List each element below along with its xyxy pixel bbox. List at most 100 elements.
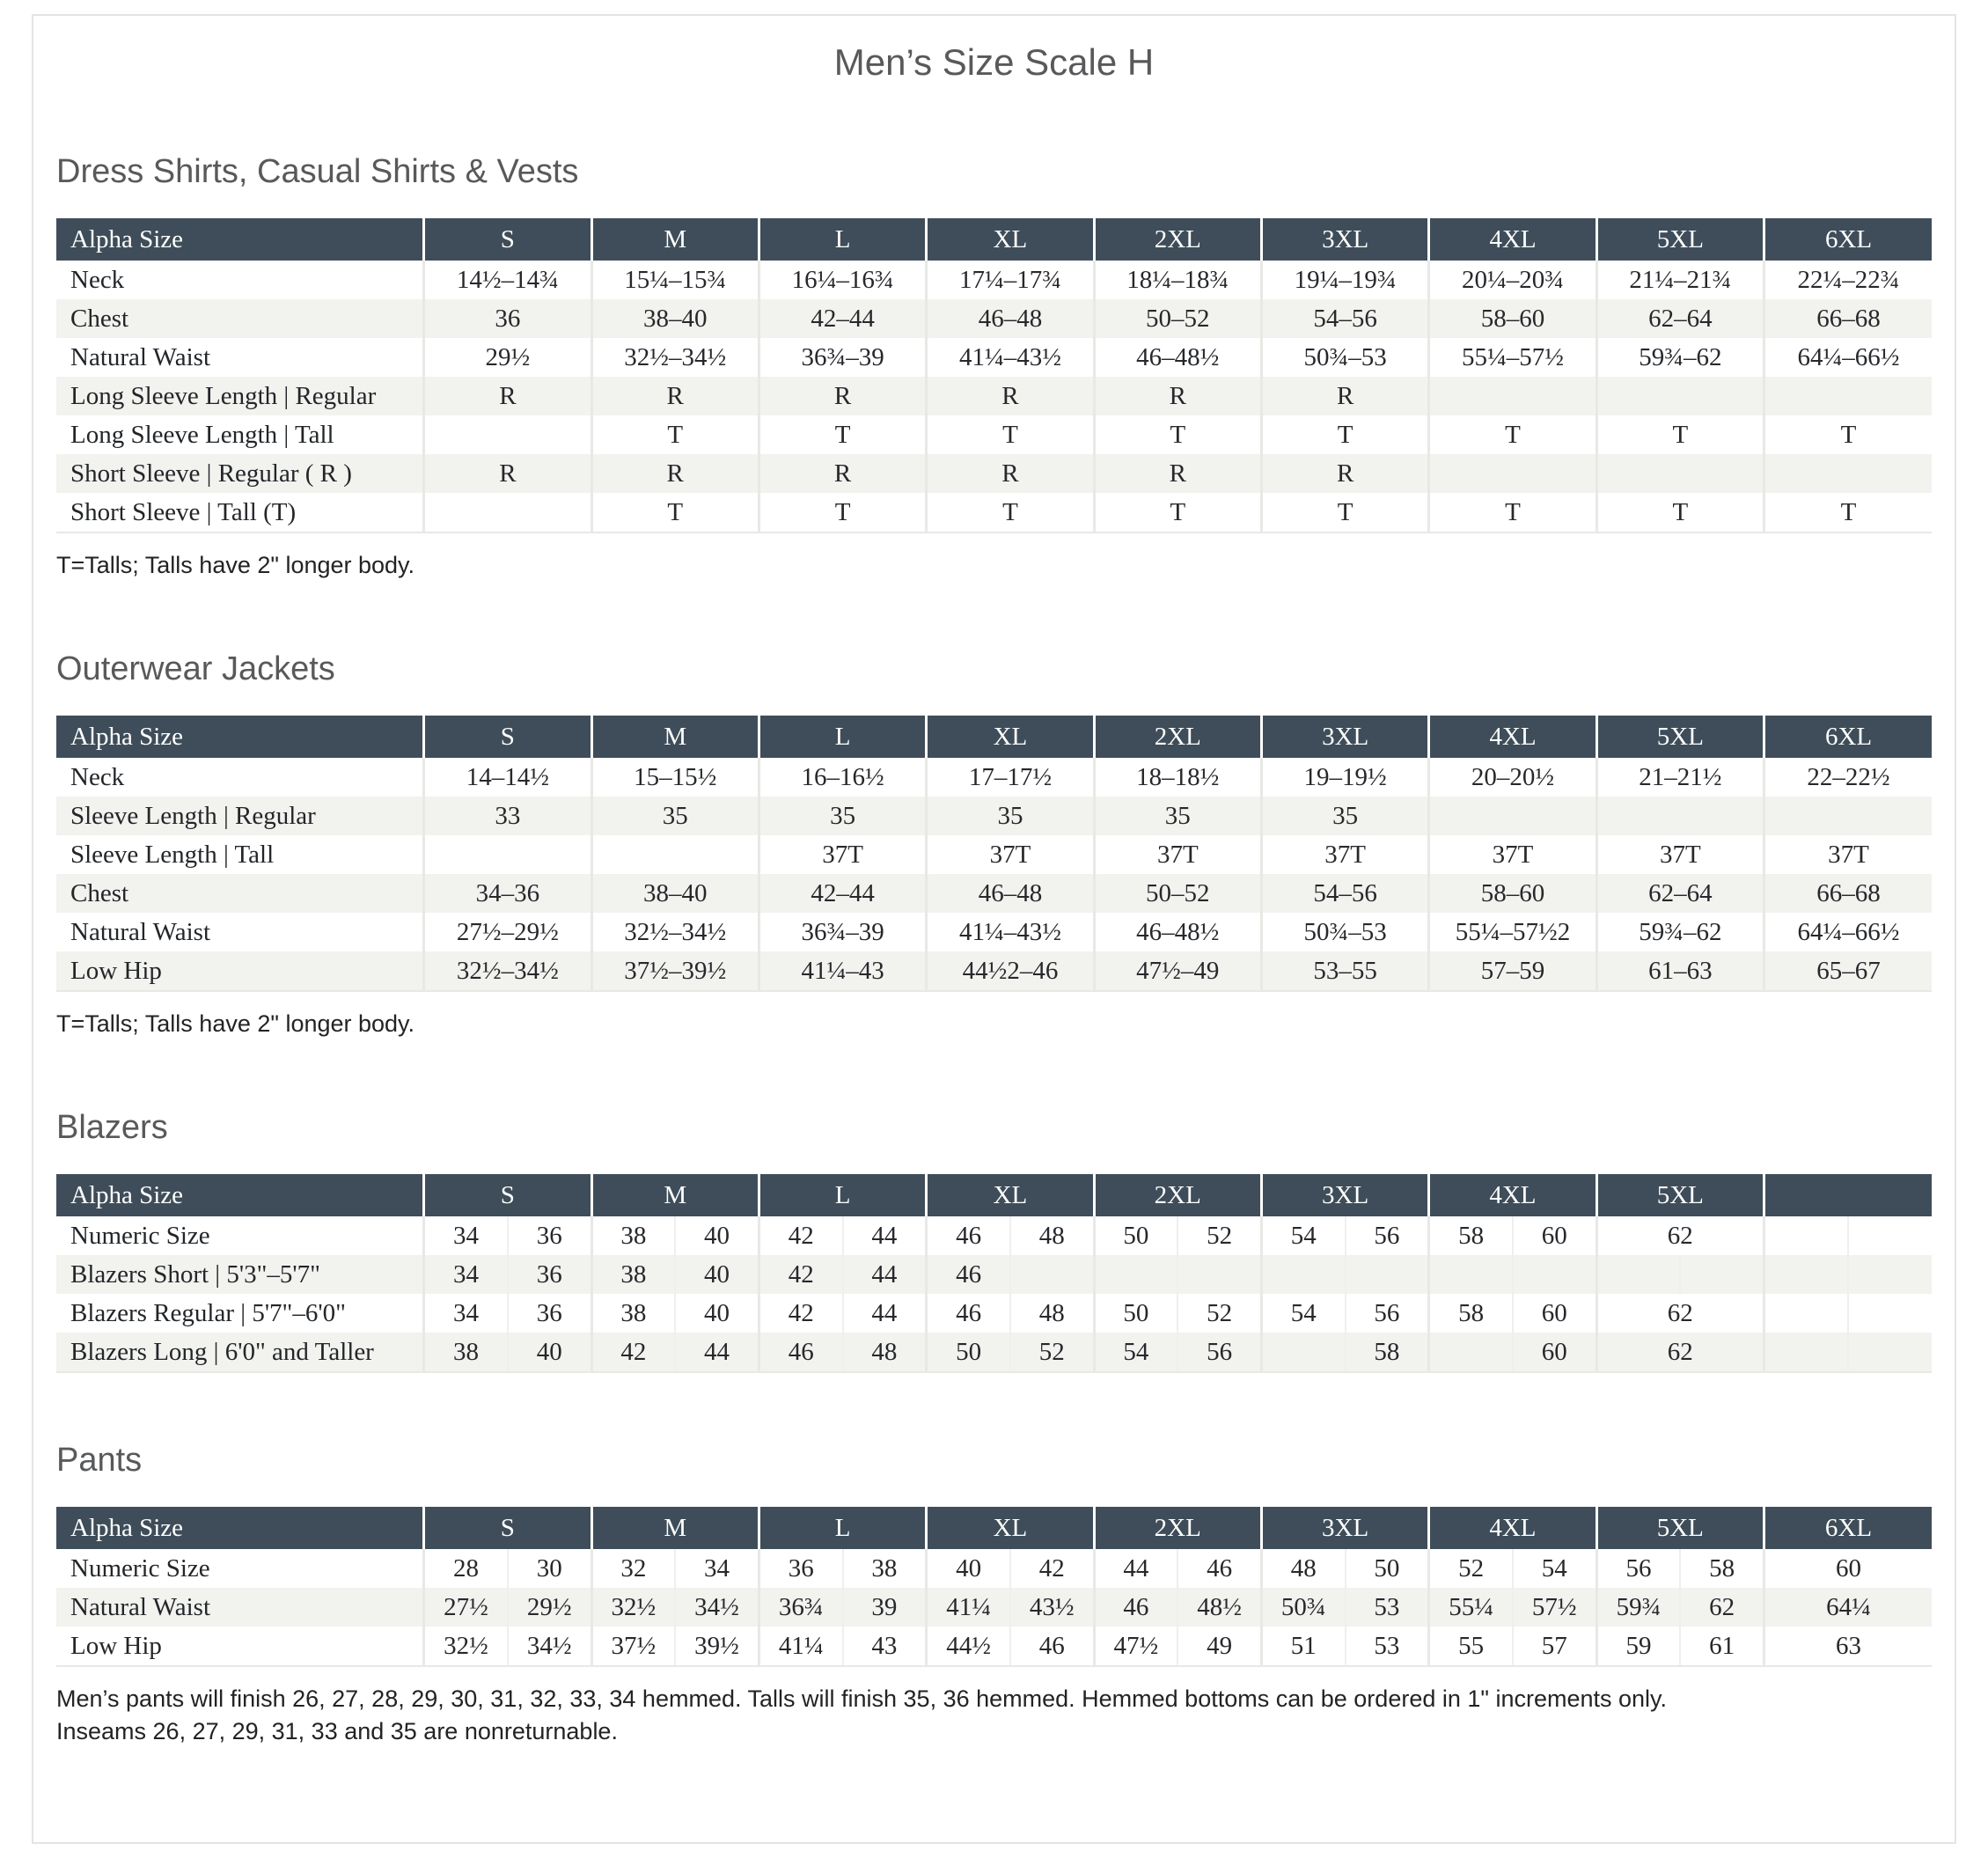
- size-value: 53–55: [1259, 951, 1429, 992]
- size-value: T: [1092, 415, 1262, 454]
- size-value: R: [590, 377, 759, 415]
- size-value: 62: [1595, 1216, 1764, 1255]
- row-label: Low Hip: [56, 1627, 424, 1667]
- size-value: 46–48: [925, 299, 1095, 338]
- outerwear-jackets-table: Alpha Size S M L XL 2XL 3XL 4XL 5XL 6XL Neck 14–14½…: [56, 716, 1932, 992]
- size-value: 42: [757, 1255, 843, 1294]
- size-column-header: 4XL: [1427, 218, 1597, 261]
- size-value: 38: [590, 1255, 676, 1294]
- size-value: 35: [1259, 797, 1429, 835]
- size-value: 60: [1511, 1216, 1597, 1255]
- row-label: Chest: [56, 299, 424, 338]
- size-value: 14½–14¾: [422, 261, 592, 299]
- section-heading-blazers: Blazers: [56, 1109, 168, 1146]
- size-value: 40: [925, 1549, 1010, 1588]
- table-row: Neck 14½–14¾ 15¼–15¾ 16¼–16¾ 17¼–17¾ 18¼–18¾ 1…: [56, 261, 1932, 299]
- size-value: 42: [1009, 1549, 1095, 1588]
- size-value: R: [925, 377, 1095, 415]
- size-value: 39: [841, 1588, 927, 1627]
- size-value: 50¾: [1259, 1588, 1346, 1627]
- size-value: 46–48½: [1092, 913, 1262, 951]
- size-value: 35: [590, 797, 759, 835]
- size-value: 42–44: [757, 874, 927, 913]
- size-value: 55¼–57½: [1427, 338, 1597, 377]
- table-row: Numeric Size 34 36 38 40 42 44 46 48 50 52 54 56 58 60…: [56, 1216, 1932, 1255]
- size-value: 36¾: [757, 1588, 843, 1627]
- size-column-header: 3XL: [1259, 218, 1429, 261]
- size-value: R: [1092, 377, 1262, 415]
- size-value: 57–59: [1427, 951, 1597, 992]
- size-value: [1595, 377, 1764, 415]
- size-value: T: [590, 493, 759, 533]
- size-value: 52: [1177, 1216, 1262, 1255]
- size-column-header: XL: [925, 716, 1095, 758]
- size-value: [1177, 1255, 1262, 1294]
- table-row: Chest 36 38–40 42–44 46–48 50–52 54–56 58–60 62–…: [56, 299, 1932, 338]
- size-column-header: S: [422, 716, 592, 758]
- size-value: 62–64: [1595, 874, 1764, 913]
- size-value: 32½: [590, 1588, 676, 1627]
- size-value: 34–36: [422, 874, 592, 913]
- size-value: 58: [1344, 1333, 1429, 1373]
- section-heading-dress-shirts: Dress Shirts, Casual Shirts & Vests: [56, 153, 579, 190]
- size-value: 27½–29½: [422, 913, 592, 951]
- size-value: 52: [1427, 1549, 1513, 1588]
- size-column-header: L: [757, 1507, 927, 1549]
- size-value: 37T: [1595, 835, 1764, 874]
- size-value: 58–60: [1427, 299, 1597, 338]
- size-value: 19–19½: [1259, 758, 1429, 797]
- size-column-header: 4XL: [1427, 1174, 1597, 1216]
- table-row: Blazers Long | 6'0" and Taller 38 40 42 44 46…: [56, 1333, 1932, 1373]
- label-column-header: Alpha Size: [56, 716, 424, 758]
- size-value: 50: [925, 1333, 1010, 1373]
- row-label: Sleeve Length | Regular: [56, 797, 424, 835]
- size-value: 18¼–18¾: [1092, 261, 1262, 299]
- row-label: Natural Waist: [56, 1588, 424, 1627]
- label-column-header: Alpha Size: [56, 218, 424, 261]
- size-value: R: [925, 454, 1095, 493]
- size-value: 48: [1259, 1549, 1346, 1588]
- row-label: Neck: [70, 762, 125, 791]
- size-value: [1846, 1333, 1932, 1373]
- size-value: [1762, 1333, 1848, 1373]
- size-value: T: [1763, 493, 1932, 533]
- size-column-header: L: [757, 1174, 927, 1216]
- size-value: T: [1259, 415, 1429, 454]
- size-value: 41¼: [925, 1588, 1010, 1627]
- size-column-header: 6XL: [1763, 218, 1932, 261]
- size-value: 59¾: [1595, 1588, 1681, 1627]
- size-value: 46: [925, 1255, 1010, 1294]
- size-value: 37½–39½: [590, 951, 759, 992]
- size-value: 46: [757, 1333, 843, 1373]
- size-value: 40: [506, 1333, 592, 1373]
- size-value: T: [1092, 493, 1262, 533]
- size-column-header: 6XL: [1762, 1507, 1932, 1549]
- size-value: 17–17½: [925, 758, 1095, 797]
- table-row: Numeric Size 28 30 32 34 36 38 40 42 44 46 48 50 52 54…: [56, 1549, 1932, 1588]
- size-value: 47½–49: [1092, 951, 1262, 992]
- size-value: 54–56: [1259, 874, 1429, 913]
- table-row: Low Hip 32½ 34½ 37½ 39½ 41¼ 43 44½ 46 47½ 49 51 53 55…: [56, 1627, 1932, 1667]
- section-heading-pants: Pants: [56, 1442, 143, 1479]
- size-value: [1679, 1255, 1764, 1294]
- size-value: 46: [1092, 1588, 1178, 1627]
- size-value: 44: [841, 1294, 927, 1333]
- size-value: [1595, 454, 1764, 493]
- size-value: 41¼–43: [757, 951, 927, 992]
- size-value: 36: [506, 1255, 592, 1294]
- size-value: T: [590, 415, 759, 454]
- size-value: 41¼: [757, 1627, 843, 1667]
- size-value: 41¼–43½: [925, 338, 1095, 377]
- size-value: 55¼–57½2: [1427, 913, 1597, 951]
- size-value: 61–63: [1595, 951, 1764, 992]
- size-column-header: L: [757, 218, 927, 261]
- size-value: 54: [1092, 1333, 1178, 1373]
- size-value: 38–40: [590, 874, 759, 913]
- table-row: Neck 14–14½ 15–15½ 16–16½ 17–17½ 18–18½ 19–19½…: [56, 758, 1932, 797]
- size-value: 41¼–43½: [925, 913, 1095, 951]
- size-value: 32: [590, 1549, 676, 1588]
- section-heading-outerwear-jackets: Outerwear Jackets: [56, 650, 335, 687]
- table-row: Short Sleeve | Tall (T) T T T T T T T T: [56, 493, 1932, 533]
- size-value: 60: [1762, 1549, 1932, 1588]
- size-value: 42: [757, 1294, 843, 1333]
